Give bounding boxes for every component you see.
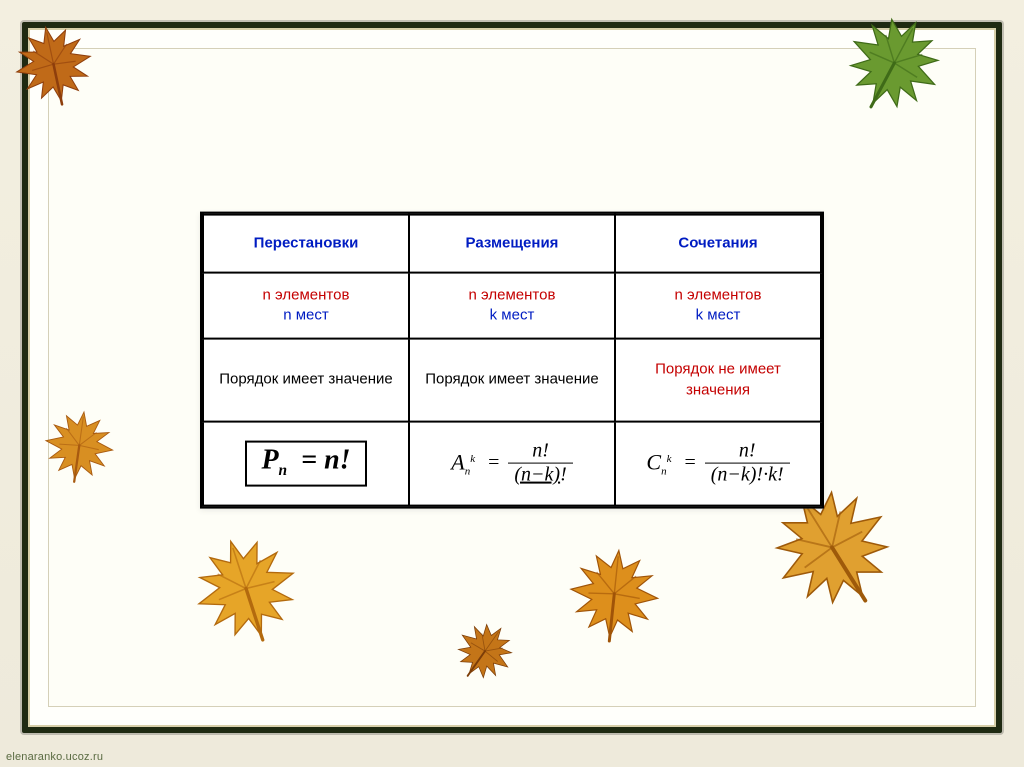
- formula-arrangement-frac: n! (n−k)!: [508, 441, 572, 486]
- comb-den: (n−k)!·k!: [705, 463, 790, 486]
- arr-den-right: !: [560, 464, 567, 486]
- arr-n-elements: n элементов: [418, 285, 606, 305]
- table-elements-row: n элементов n мест n элементов k мест n …: [203, 272, 821, 339]
- comb-base: C: [646, 449, 661, 474]
- perm-rhs: n!: [324, 444, 350, 475]
- cell-arr-order: Порядок имеет значение: [409, 339, 615, 422]
- header-combinations: Сочетания: [615, 214, 821, 272]
- table-formula-row: Pn = n! Ank = n! (n−k)!: [203, 421, 821, 505]
- cell-comb-order: Порядок не имеет значения: [615, 339, 821, 422]
- table-header-row: Перестановки Размещения Сочетания: [203, 214, 821, 272]
- comb-k-places: k мест: [624, 306, 812, 326]
- cell-perm-order: Порядок имеет значение: [203, 339, 409, 422]
- perm-n-elements: n элементов: [212, 285, 400, 305]
- combinatorics-table: Перестановки Размещения Сочетания n элем…: [202, 213, 822, 506]
- cell-perm-elements: n элементов n мест: [203, 272, 409, 339]
- table-order-row: Порядок имеет значение Порядок имеет зна…: [203, 339, 821, 422]
- header-permutations: Перестановки: [203, 214, 409, 272]
- comb-n-elements: n элементов: [624, 285, 812, 305]
- formula-arrangement-lhs: Ank: [451, 447, 475, 479]
- comb-sup: k: [667, 453, 672, 465]
- arr-num: n!: [508, 441, 572, 463]
- arr-base: A: [451, 449, 464, 474]
- cell-comb-formula: Cnk = n! (n−k)!·k!: [615, 421, 821, 505]
- perm-n-places: n мест: [212, 306, 400, 326]
- arr-k-places: k мест: [418, 306, 606, 326]
- cell-comb-elements: n элементов k мест: [615, 272, 821, 339]
- perm-sub: n: [279, 462, 288, 479]
- comb-equals: =: [684, 450, 695, 477]
- header-arrangements: Размещения: [409, 214, 615, 272]
- comb-sub: n: [661, 465, 667, 477]
- page-background: Перестановки Размещения Сочетания n элем…: [0, 0, 1024, 767]
- arr-equals: =: [488, 450, 499, 477]
- formula-combination-lhs: Cnk: [646, 447, 671, 479]
- arr-den-left: (n−k): [514, 464, 560, 486]
- perm-base: P: [261, 444, 278, 475]
- watermark: elenaranko.ucoz.ru: [6, 751, 103, 763]
- arr-sup: k: [470, 453, 475, 465]
- cell-perm-formula: Pn = n!: [203, 421, 409, 505]
- cell-arr-elements: n элементов k мест: [409, 272, 615, 339]
- combinatorics-table-card: Перестановки Размещения Сочетания n элем…: [200, 211, 824, 508]
- formula-permutation: Pn = n!: [245, 440, 366, 486]
- cell-arr-formula: Ank = n! (n−k)!: [409, 421, 615, 505]
- formula-combination-frac: n! (n−k)!·k!: [705, 441, 790, 486]
- comb-num: n!: [705, 441, 790, 463]
- arr-den: (n−k)!: [508, 463, 572, 486]
- arr-sub: n: [465, 465, 471, 477]
